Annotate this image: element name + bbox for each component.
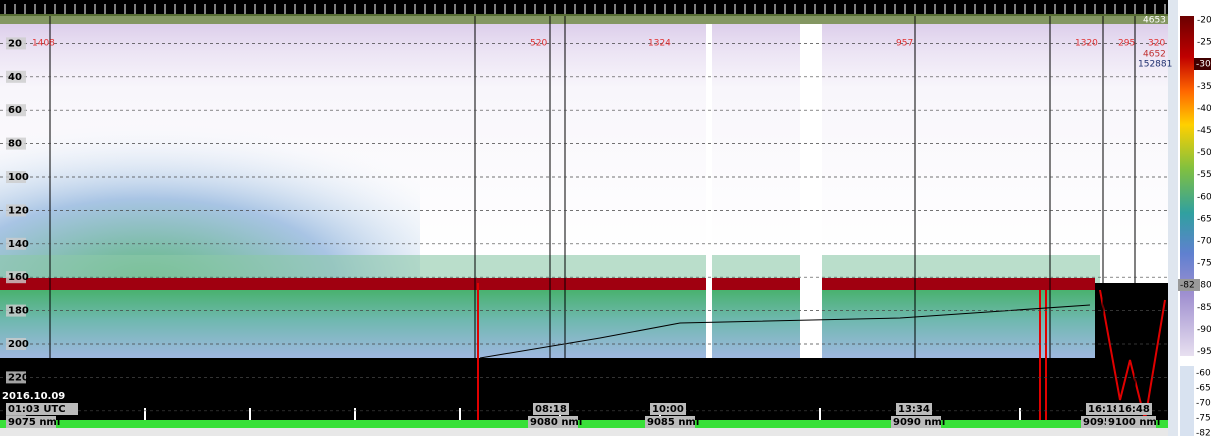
colorbar-label: -70 [1197, 237, 1211, 247]
depth-label: 60 [8, 105, 22, 116]
distance-label: 9090 nmi [893, 417, 945, 428]
small-scale-label: -60 [1196, 369, 1211, 379]
depth-label-bg [6, 271, 26, 284]
depth-label: 180 [8, 306, 29, 317]
track-bar [0, 420, 1168, 428]
colorbar-label: -85 [1197, 303, 1211, 313]
time-label: 08:18 [535, 404, 567, 415]
scatter-layer [0, 100, 420, 280]
sub-bottom [0, 283, 1095, 358]
time-label: 13:34 [898, 404, 930, 415]
vertical-scrollbar[interactable] [1168, 0, 1178, 436]
time-bg [533, 403, 569, 415]
top-label: 1408 [32, 39, 55, 49]
depth-label-bg [6, 171, 26, 183]
depth-label-bg [6, 338, 26, 350]
depth-label: 20 [8, 38, 22, 49]
depth-label-bg [6, 70, 26, 83]
colorbar-label: -65 [1197, 214, 1211, 224]
depth-grid [0, 43, 1168, 412]
depth-label: 160 [8, 272, 29, 283]
colorbar-label: -45 [1197, 126, 1211, 136]
distance-label: 9100 nmi [1108, 417, 1160, 428]
red-trace [477, 283, 1166, 421]
depth-label-bg [6, 304, 26, 317]
colorbar-label: -20 [1197, 16, 1211, 26]
bottom-line [0, 278, 1095, 290]
depth-label-bg [6, 237, 26, 250]
gap [706, 24, 712, 358]
colorbar-label: -90 [1197, 325, 1211, 335]
depth-label: 200 [8, 339, 29, 350]
depth-label-bg [6, 204, 26, 217]
depth-label: 40 [8, 72, 22, 83]
distance-bg [645, 416, 695, 428]
small-scale [1180, 366, 1194, 436]
time-bg [6, 403, 78, 415]
scrollbar[interactable] [0, 428, 1168, 436]
time-bg [1086, 403, 1122, 415]
top-label: 320 [1148, 39, 1165, 49]
right-label: 152881 [1138, 60, 1172, 70]
colorbar-label: -75 [1197, 259, 1211, 269]
depth-label: 80 [8, 139, 22, 150]
top-label: 520 [530, 39, 547, 49]
top-label: 295 [1118, 39, 1135, 49]
time-label: 01:03 UTC [8, 404, 66, 415]
small-scale-label: -82 [1196, 429, 1211, 437]
depth-marker: -82 [1180, 281, 1195, 291]
bad-data [0, 358, 1168, 420]
top-label: 1320 [1075, 39, 1098, 49]
surface-band [0, 14, 1168, 24]
gap [800, 24, 822, 358]
depth-label: 140 [8, 239, 29, 250]
small-scale-label: -65 [1196, 384, 1211, 394]
small-scale-label: -75 [1196, 414, 1211, 424]
time-bg [896, 403, 932, 415]
depth-label-bg [6, 104, 26, 117]
colorbar-label: -50 [1197, 148, 1211, 158]
small-scale-label: -70 [1196, 399, 1211, 409]
depth-label: 100 [8, 172, 29, 183]
distance-label: 9085 nmi [647, 417, 699, 428]
colorbar-label: -80 [1197, 281, 1211, 291]
colorbar-label: -60 [1197, 192, 1211, 202]
top-label: 1324 [648, 39, 671, 49]
top-label: 957 [896, 39, 913, 49]
distance-bg [891, 416, 941, 428]
time-label: 10:00 [652, 404, 684, 415]
time-bg [1116, 403, 1152, 415]
time-label: 16:18 [1088, 404, 1120, 415]
colorbar-label: -95 [1197, 347, 1211, 357]
right-label: 4653 [1143, 16, 1166, 26]
colorbar-label: -35 [1197, 82, 1211, 92]
time-bg [650, 403, 686, 415]
depth-label-bg [6, 371, 26, 384]
colorbar-label: -25 [1197, 38, 1211, 48]
date-label: 2016.10.09 [2, 391, 65, 402]
depth-label-bg [6, 137, 26, 150]
colorbar-marker-bg [1194, 58, 1211, 70]
depth-label-bg [6, 37, 26, 50]
colorbar-label: -40 [1197, 104, 1211, 114]
colorbar-label: -55 [1197, 170, 1211, 180]
colorbar-marker: -30 [1196, 60, 1211, 70]
depth-marker-bg [1178, 279, 1200, 291]
depth-label: 220 [8, 372, 29, 383]
distance-label: 9075 nmi [8, 417, 60, 428]
distance-bg [6, 416, 56, 428]
distance-bg [1106, 416, 1156, 428]
top-ruler [0, 0, 1168, 16]
distance-label: 9080 nmi [530, 417, 582, 428]
right-label: 4652 [1143, 50, 1166, 60]
time-label: 16:48 [1118, 404, 1150, 415]
black-trace [479, 304, 1091, 359]
distance-bg [528, 416, 578, 428]
depth-label: 120 [8, 205, 29, 216]
colorbar [1180, 16, 1194, 356]
